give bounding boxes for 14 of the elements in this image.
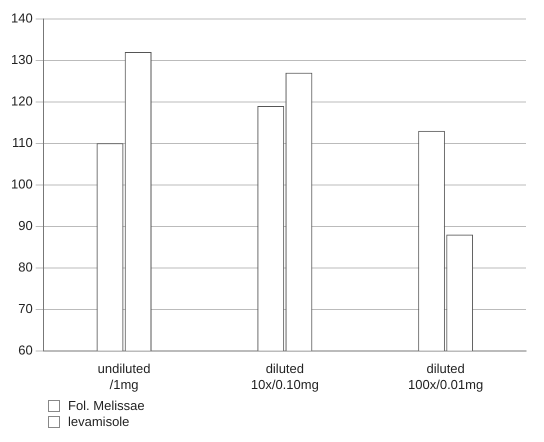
y-tick-label: 100 — [10, 176, 33, 192]
y-tick-label: 70 — [18, 300, 33, 316]
y-tick-label: 90 — [18, 218, 33, 233]
y-tick-label: 80 — [18, 259, 33, 274]
x-tick-label: diluted 10x/0.10mg — [250, 361, 319, 392]
x-tick-label: undiluted /1mg — [98, 361, 150, 392]
y-tick-label: 120 — [10, 93, 33, 108]
y-tick-label: 60 — [18, 342, 33, 358]
series-label: levamisole — [68, 414, 130, 430]
x-tick-label: diluted 100x/0.01mg — [408, 361, 484, 392]
y-tick-label: 130 — [10, 52, 33, 67]
y-tick-label: 140 — [10, 10, 33, 26]
y-tick-label: 110 — [12, 134, 33, 150]
series-label: Fol. Melissae — [68, 398, 145, 414]
